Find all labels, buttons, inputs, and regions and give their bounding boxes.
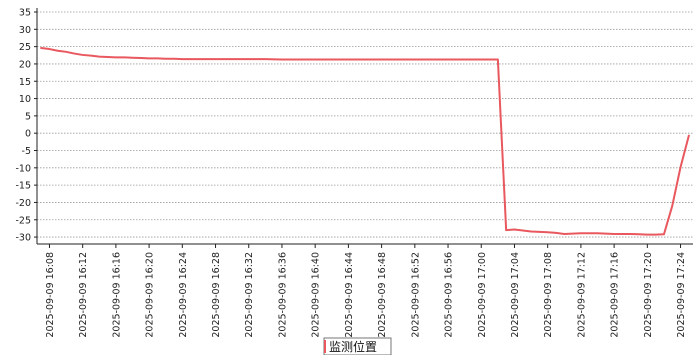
x-tick-label: 2025-09-09 16:52	[410, 252, 421, 338]
x-tick-label: 2025-09-09 16:24	[178, 252, 189, 338]
x-tick-label: 2025-09-09 16:48	[377, 252, 388, 338]
x-tick-label: 2025-09-09 16:44	[344, 252, 355, 338]
x-tick-label: 2025-09-09 16:56	[444, 252, 455, 338]
x-tick-label: 2025-09-09 16:40	[311, 252, 322, 338]
x-tick-label: 2025-09-09 16:12	[78, 252, 89, 338]
x-tick-label: 2025-09-09 16:20	[145, 252, 156, 338]
series-line	[40, 47, 690, 236]
x-tick-label: 2025-09-09 17:24	[676, 252, 687, 338]
gridlines	[37, 11, 693, 238]
y-axis-ticks: 35 30 25 20 15 10 5 0 -5 -10 -15 -20 -25 -30	[15, 8, 37, 244]
y-tick-label: 30	[19, 25, 31, 36]
y-tick-label: 25	[19, 42, 31, 53]
x-tick-label: 2025-09-09 16:32	[244, 252, 255, 338]
y-tick-label: -15	[15, 181, 31, 192]
x-axis-ticks: 2025-09-09 16:08 2025-09-09 16:12 2025-09-…	[45, 244, 687, 338]
axes	[36, 8, 693, 245]
x-tick-label: 2025-09-09 16:28	[211, 252, 222, 338]
y-tick-label: 10	[19, 94, 31, 105]
series-lines	[40, 47, 690, 236]
y-tick-label: 20	[19, 59, 31, 70]
x-tick-label: 2025-09-09 17:08	[543, 252, 554, 338]
y-tick-label: -10	[15, 163, 31, 174]
x-tick-label: 2025-09-09 16:36	[277, 252, 288, 338]
legend-label[interactable]: 监测位置	[329, 339, 377, 354]
x-tick-label: 2025-09-09 17:12	[576, 252, 587, 338]
x-tick-label: 2025-09-09 16:08	[45, 252, 56, 338]
x-tick-label: 2025-09-09 17:04	[510, 252, 521, 338]
legend[interactable]: 监测位置	[323, 337, 392, 355]
y-tick-label: -5	[22, 146, 31, 157]
x-tick-label: 2025-09-09 17:16	[610, 252, 621, 338]
y-tick-label: -25	[15, 215, 31, 226]
y-tick-label: 35	[19, 8, 31, 19]
y-tick-label: 0	[25, 129, 31, 140]
y-tick-label: 15	[19, 77, 31, 88]
y-tick-label: -30	[15, 233, 31, 244]
y-tick-label: 5	[25, 111, 31, 122]
x-tick-label: 2025-09-09 17:20	[643, 252, 654, 338]
x-tick-label: 2025-09-09 17:00	[477, 252, 488, 338]
x-tick-label: 2025-09-09 16:16	[111, 252, 122, 338]
y-tick-label: -20	[15, 198, 31, 209]
